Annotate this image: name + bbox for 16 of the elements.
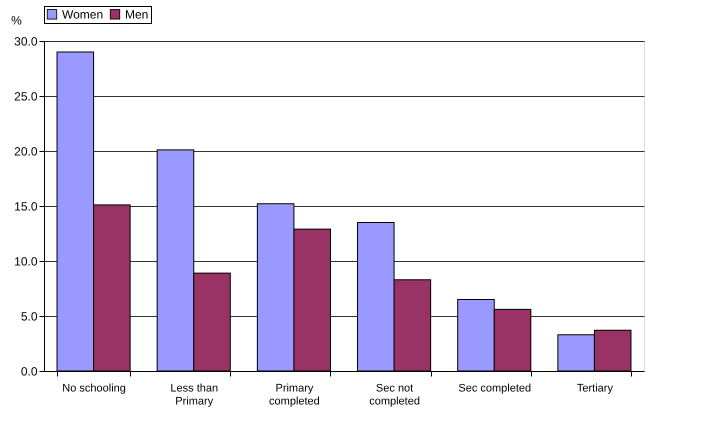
y-tick-label: 10.0 [14, 254, 38, 268]
x-tick-label: Tertiary [576, 382, 614, 394]
legend-label: Men [125, 7, 148, 22]
x-tick-label: Less than Primary [170, 382, 218, 408]
y-axis-title: % [11, 14, 22, 28]
y-tick-label: 30.0 [14, 34, 38, 48]
x-tick-label: Sec not completed [369, 382, 420, 408]
y-tick-label: 5.0 [20, 310, 38, 324]
y-tick-label: 15.0 [14, 200, 38, 214]
y-tick-label: 0.0 [20, 364, 38, 378]
y-tick-label: 25.0 [14, 90, 38, 104]
x-tick-label: No schooling [62, 382, 126, 394]
x-tick-label: Primary completed [269, 382, 320, 408]
x-tick-label: Sec completed [458, 382, 532, 394]
y-tick-label: 20.0 [14, 144, 38, 158]
legend-label: Women [62, 7, 104, 22]
